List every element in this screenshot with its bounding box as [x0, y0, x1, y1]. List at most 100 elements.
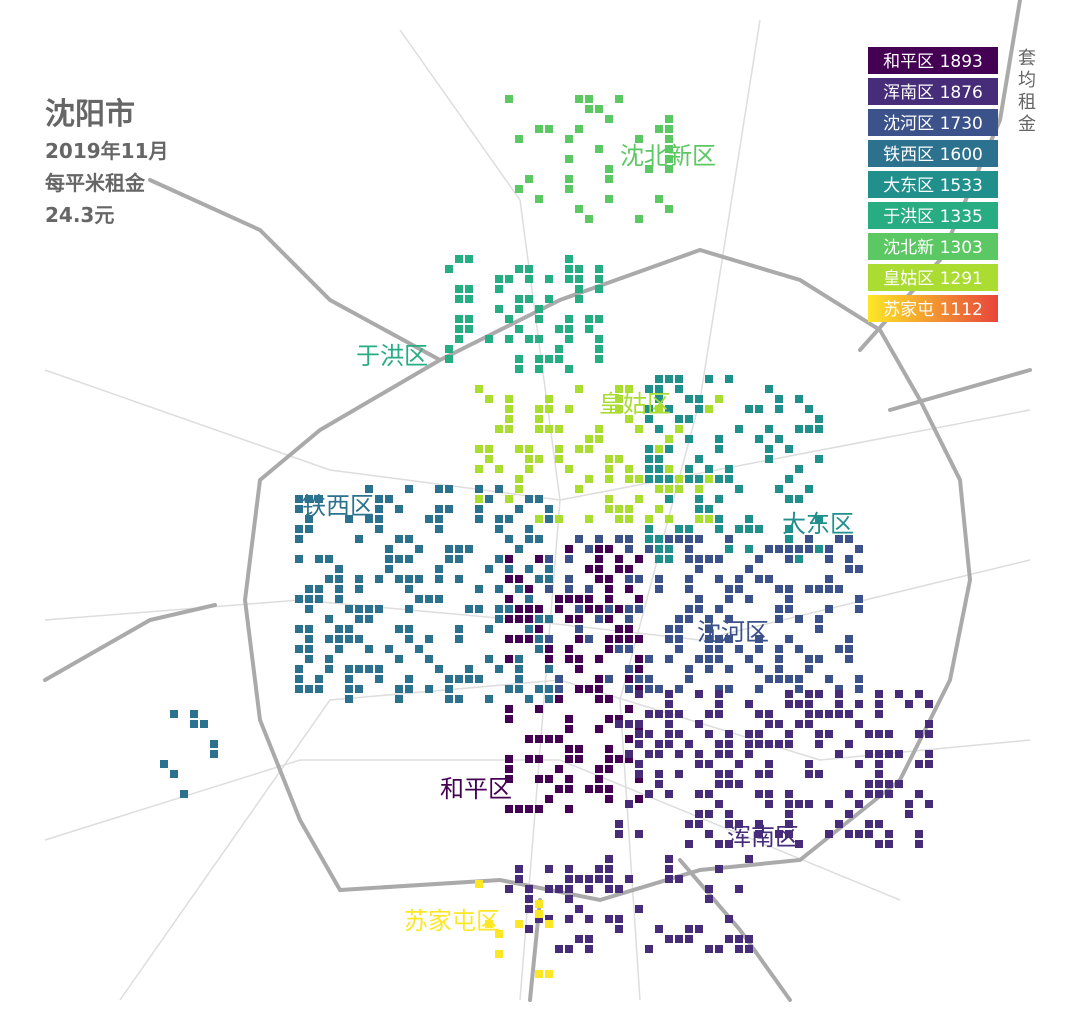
cell: [665, 625, 673, 633]
legend-value: 1303: [940, 238, 983, 258]
cell: [615, 715, 623, 723]
cell: [605, 745, 613, 753]
cell: [655, 780, 663, 788]
cell: [545, 685, 553, 693]
cell: [805, 405, 813, 413]
cell: [745, 935, 753, 943]
cell: [725, 730, 733, 738]
cell: [785, 820, 793, 828]
cell: [495, 615, 503, 623]
cell: [715, 750, 723, 758]
cell: [335, 635, 343, 643]
cell: [745, 655, 753, 663]
cell: [305, 645, 313, 653]
cell: [355, 575, 363, 583]
cell: [715, 395, 723, 403]
cell: [555, 515, 563, 523]
cell: [655, 475, 663, 483]
cell: [725, 475, 733, 483]
cell: [635, 595, 643, 603]
cell: [685, 545, 693, 553]
cell: [815, 710, 823, 718]
cell: [875, 750, 883, 758]
cell: [865, 750, 873, 758]
cell: [575, 275, 583, 283]
cell: [925, 750, 933, 758]
cell: [445, 345, 453, 353]
district-label: 于洪区: [356, 342, 428, 370]
cell: [625, 720, 633, 728]
cell: [665, 690, 673, 698]
cell: [865, 790, 873, 798]
legend-swatch: [868, 171, 998, 198]
cell: [545, 275, 553, 283]
cell: [745, 945, 753, 953]
cell: [535, 805, 543, 813]
cell: [355, 635, 363, 643]
cell: [625, 675, 633, 683]
cell: [715, 840, 723, 848]
cell: [505, 605, 513, 613]
cell: [645, 685, 653, 693]
cell: [795, 800, 803, 808]
cell: [775, 405, 783, 413]
cell: [605, 615, 613, 623]
cell: [455, 635, 463, 643]
cell: [815, 615, 823, 623]
cell: [635, 770, 643, 778]
cell: [705, 655, 713, 663]
cell: [375, 505, 383, 513]
cell: [435, 515, 443, 523]
cell: [675, 535, 683, 543]
cell: [665, 875, 673, 883]
cell: [365, 645, 373, 653]
cell: [755, 820, 763, 828]
legend-swatch: [868, 47, 998, 74]
cell: [705, 635, 713, 643]
cell: [625, 605, 633, 613]
cell: [485, 455, 493, 463]
cell: [675, 425, 683, 433]
cell: [565, 655, 573, 663]
cell: [445, 555, 453, 563]
cell: [695, 515, 703, 523]
cell: [605, 475, 613, 483]
cell: [755, 685, 763, 693]
cell: [595, 725, 603, 733]
cell: [595, 655, 603, 663]
cell: [715, 770, 723, 778]
cell: [525, 265, 533, 273]
cell: [535, 970, 543, 978]
cell: [415, 575, 423, 583]
cell: [455, 325, 463, 333]
cell: [845, 790, 853, 798]
cell: [845, 565, 853, 573]
cell: [525, 275, 533, 283]
cell: [575, 615, 583, 623]
cell: [160, 760, 168, 768]
cell: [485, 565, 493, 573]
cell: [585, 105, 593, 113]
cell: [655, 425, 663, 433]
cell: [515, 365, 523, 373]
cell: [785, 675, 793, 683]
cell: [465, 675, 473, 683]
cell: [515, 865, 523, 873]
cell: [645, 465, 653, 473]
cell: [585, 475, 593, 483]
cell: [865, 780, 873, 788]
cell: [485, 445, 493, 453]
cell: [595, 785, 603, 793]
cell: [535, 195, 543, 203]
cell: [515, 685, 523, 693]
cell: [695, 790, 703, 798]
cell: [795, 615, 803, 623]
cell: [665, 740, 673, 748]
legend-label: 和平区 1893: [883, 52, 983, 72]
cell: [495, 275, 503, 283]
cell: [315, 495, 323, 503]
cell: [505, 395, 513, 403]
cell: [715, 445, 723, 453]
cell: [705, 945, 713, 953]
